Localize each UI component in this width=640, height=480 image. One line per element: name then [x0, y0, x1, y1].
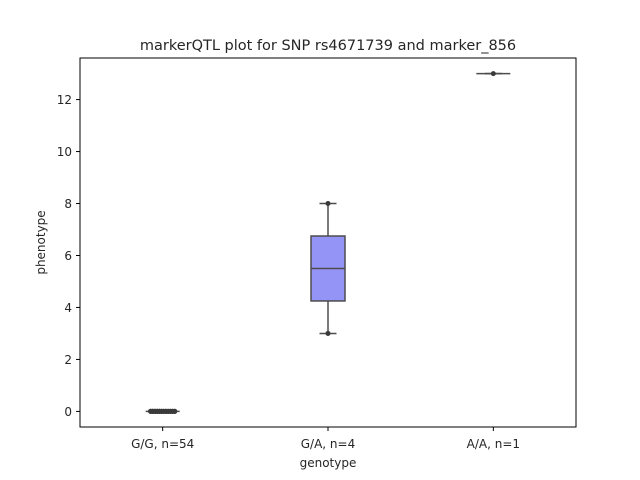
- data-point: [490, 71, 496, 77]
- x-tick-label: G/G, n=54: [131, 437, 194, 451]
- y-tick-label: 6: [64, 249, 72, 263]
- data-point: [159, 408, 165, 414]
- data-point: [325, 201, 331, 207]
- x-tick-label: G/A, n=4: [301, 437, 355, 451]
- y-tick-label: 8: [64, 197, 72, 211]
- y-axis-label: phenotype: [34, 210, 48, 274]
- chart-title: markerQTL plot for SNP rs4671739 and mar…: [140, 38, 516, 54]
- y-tick-label: 10: [57, 145, 72, 159]
- data-point: [172, 408, 178, 414]
- plot-frame: [79, 57, 577, 428]
- y-tick-label: 2: [64, 353, 72, 367]
- y-tick-label: 0: [64, 405, 72, 419]
- y-tick-label: 4: [64, 301, 72, 315]
- x-tick-label: A/A, n=1: [467, 437, 520, 451]
- y-tick-label: 12: [57, 93, 72, 107]
- data-point: [325, 330, 331, 336]
- x-axis-label: genotype: [300, 456, 357, 470]
